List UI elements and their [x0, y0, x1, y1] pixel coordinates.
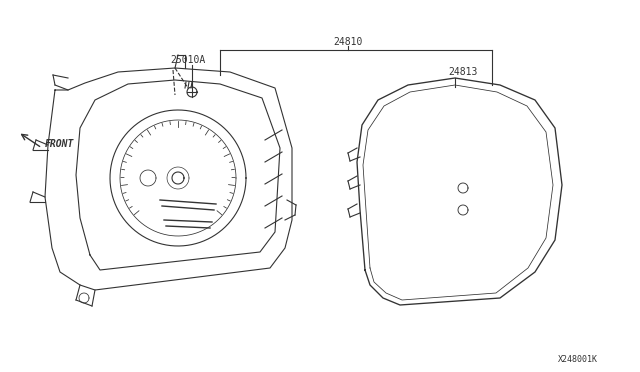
Text: 24813: 24813 — [448, 67, 477, 77]
Text: FRONT: FRONT — [45, 139, 74, 149]
Text: X248001K: X248001K — [558, 355, 598, 364]
Text: 25010A: 25010A — [170, 55, 205, 65]
Text: 24810: 24810 — [333, 37, 363, 47]
